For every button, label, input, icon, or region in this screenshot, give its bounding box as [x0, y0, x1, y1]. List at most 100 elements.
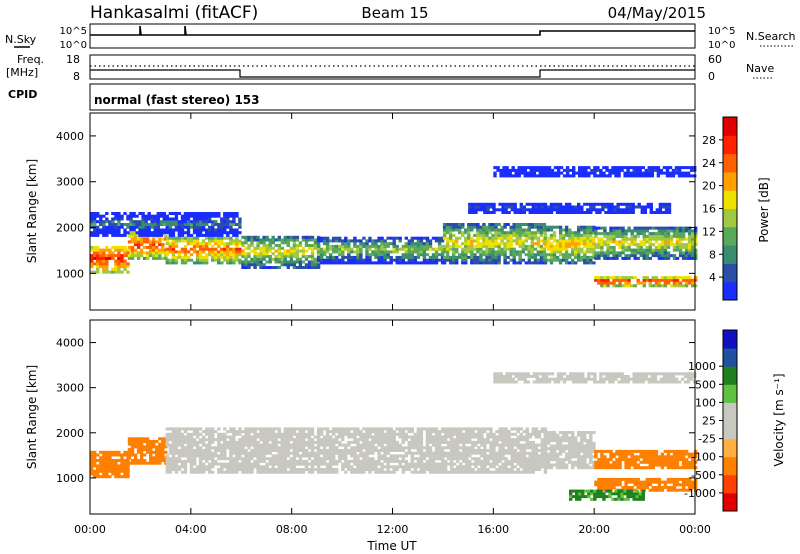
power-echo-band [90, 212, 242, 237]
velocity-cell [362, 438, 366, 442]
velocity-cell [401, 454, 405, 458]
velocity-cell [111, 464, 115, 468]
velocity-cell [495, 438, 499, 442]
velocity-cell [504, 432, 508, 436]
power-cell [485, 244, 489, 248]
power-cell [90, 217, 94, 221]
power-cell [217, 233, 221, 237]
velocity-cell [102, 475, 106, 479]
power-cell [371, 253, 375, 257]
power-cell [177, 239, 182, 243]
power-cell [565, 171, 570, 175]
power-cell [180, 236, 185, 240]
power-cell [583, 236, 587, 240]
power-cell [589, 247, 593, 251]
power-cell [146, 245, 150, 249]
velocity-cell [425, 432, 430, 436]
velocity-cell [186, 427, 191, 431]
velocity-cell [577, 466, 581, 470]
power-cell [624, 232, 628, 236]
velocity-cell [99, 475, 103, 479]
power-cell [631, 208, 635, 212]
power-cell [648, 234, 652, 238]
power-cell [90, 248, 94, 252]
power-cell [590, 168, 594, 172]
power-cell [214, 253, 218, 257]
velocity-cell [450, 454, 454, 458]
power-cell [500, 233, 504, 237]
velocity-cell [555, 447, 560, 451]
velocity-cell [522, 449, 526, 452]
power-cell [468, 208, 472, 212]
velocity-cell [474, 465, 478, 469]
power-cell [577, 211, 581, 214]
velocity-cell [201, 449, 206, 452]
power-cell [168, 258, 173, 262]
velocity-cell [226, 435, 230, 439]
velocity-cell [437, 432, 442, 436]
power-cell [431, 258, 436, 262]
velocity-cell [289, 446, 294, 450]
velocity-cell [223, 443, 227, 447]
power-cell [416, 247, 421, 251]
velocity-cell [171, 454, 176, 458]
velocity-cell [220, 435, 224, 439]
velocity-cell [513, 438, 517, 442]
velocity-cell [130, 440, 135, 443]
velocity-cell [319, 440, 324, 444]
power-cell [211, 239, 215, 243]
power-cell [594, 234, 598, 238]
velocity-cell [171, 435, 176, 439]
power-cell [636, 243, 640, 247]
power-cell [648, 251, 652, 255]
velocity-cell [546, 431, 551, 434]
velocity-cell [522, 443, 526, 447]
power-cell [146, 251, 150, 255]
velocity-cell [413, 432, 418, 436]
power-cell [662, 166, 667, 170]
power-cell [304, 235, 309, 239]
velocity-cell [283, 451, 287, 455]
velocity-cell [353, 462, 357, 466]
velocity-cell [189, 440, 194, 444]
power-cell [102, 267, 106, 271]
power-cell [347, 253, 351, 257]
velocity-cell [198, 451, 203, 455]
power-cell [142, 251, 147, 255]
velocity-cell [356, 443, 360, 447]
power-cell [123, 254, 127, 258]
velocity-cell [180, 440, 185, 444]
power-cell [316, 236, 321, 240]
power-cell [198, 228, 203, 232]
power-cell [332, 258, 336, 262]
power-cell [486, 211, 490, 214]
power-cell [232, 247, 236, 251]
power-cell [268, 257, 272, 261]
power-cell [594, 254, 598, 258]
power-cell [509, 225, 513, 229]
velocity-cell [126, 459, 130, 462]
velocity-cell [146, 448, 150, 452]
velocity-cell [507, 440, 511, 444]
power-cell [637, 202, 641, 206]
power-cell [471, 208, 475, 212]
power-cell [286, 238, 290, 242]
velocity-cell [404, 468, 408, 471]
velocity-cell [395, 468, 399, 471]
velocity-cell [335, 462, 339, 466]
power-cell [492, 211, 496, 214]
velocity-cell [537, 435, 542, 439]
velocity-cell [253, 438, 257, 442]
velocity-cell [344, 470, 348, 474]
power-cell [539, 255, 544, 259]
power-cell [648, 226, 652, 230]
velocity-cell [171, 427, 176, 431]
velocity-cell [419, 459, 424, 463]
power-cell [132, 212, 136, 215]
power-cell [383, 244, 387, 248]
power-cell [380, 239, 384, 243]
power-cell [404, 244, 408, 248]
velocity-cell [528, 459, 532, 463]
power-cell [152, 237, 156, 241]
velocity-cell [186, 432, 191, 436]
